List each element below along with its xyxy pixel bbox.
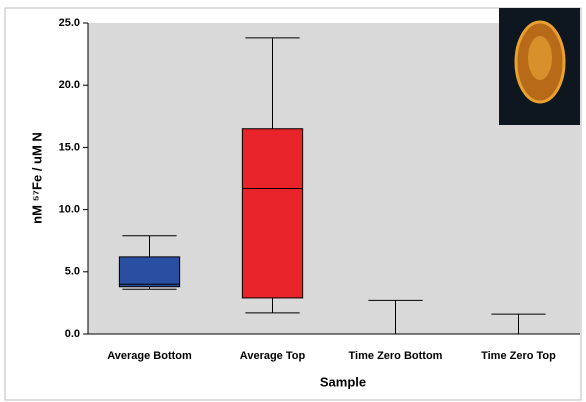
- y-tick-label: 0.0: [65, 328, 80, 340]
- box: [119, 257, 179, 287]
- y-tick-label: 20.0: [59, 79, 80, 91]
- chart: Sample nM ⁵⁷Fe / uM N 0.0 5.0 10.0 15.0 20.0…: [0, 0, 586, 402]
- y-tick-label: 5.0: [65, 266, 80, 278]
- y-tick-label: 10.0: [59, 204, 80, 216]
- x-tick-label: Time Zero Top: [481, 350, 556, 362]
- y-tick-label: 15.0: [59, 141, 80, 153]
- x-tick-label: Average Bottom: [107, 350, 192, 362]
- x-tick-label: Average Top: [240, 350, 306, 362]
- x-axis-label: Sample: [320, 374, 366, 389]
- x-tick-label: Time Zero Bottom: [349, 350, 443, 362]
- y-axis-label: nM ⁵⁷Fe / uM N: [29, 132, 44, 224]
- inset-image: [499, 8, 580, 125]
- y-tick-label: 25.0: [59, 17, 80, 29]
- box: [242, 129, 302, 298]
